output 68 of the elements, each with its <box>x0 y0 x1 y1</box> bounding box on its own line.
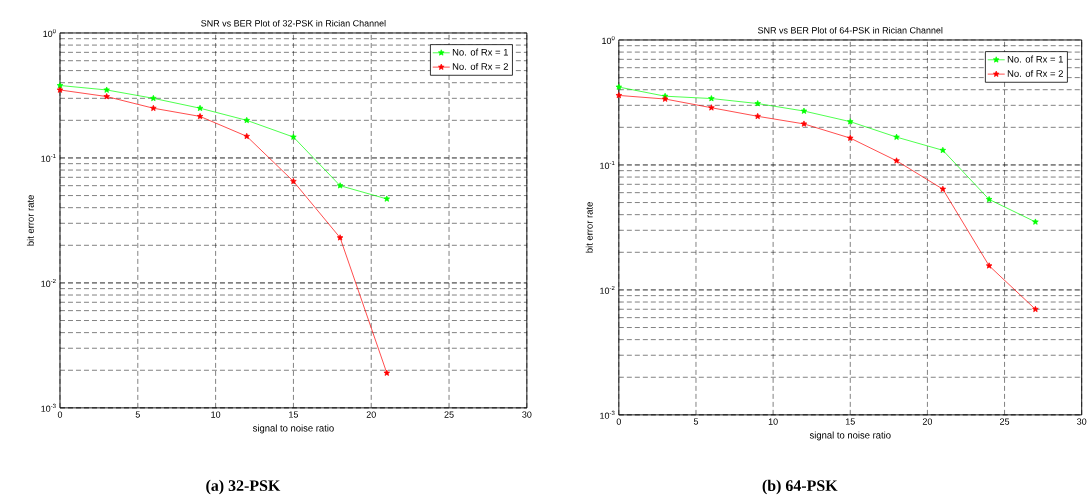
x-axis-title: signal to noise ratio <box>809 431 891 441</box>
text: (b) 64-PSK <box>762 479 838 495</box>
point <box>383 195 390 202</box>
point <box>150 95 157 102</box>
y-tick-label: 10$^{0}$ <box>43 29 56 38</box>
point <box>336 234 344 241</box>
point <box>1032 306 1039 313</box>
point <box>196 104 204 112</box>
x-tick-label: 10 <box>768 418 778 425</box>
point <box>243 133 250 140</box>
point <box>708 104 715 111</box>
point <box>56 86 64 93</box>
point <box>615 83 623 90</box>
x-tick-label: 20 <box>366 411 376 418</box>
y-axis-title: bit error rate <box>26 195 34 246</box>
point <box>893 133 900 140</box>
point <box>615 92 623 99</box>
x-tick-label: 10 <box>211 411 221 418</box>
y-tick-label: 10$^{-2}$ <box>600 285 615 295</box>
point <box>754 100 761 107</box>
point <box>708 95 715 102</box>
y-tick-label: 10$^{-1}$ <box>600 161 615 170</box>
x-tick-label: 5 <box>693 418 699 425</box>
x-tick-label: 15 <box>289 411 299 418</box>
y-tick-label: 10$^{-3}$ <box>600 410 615 419</box>
point <box>939 185 947 193</box>
point <box>985 262 993 269</box>
y-tick-label: 10$^{-2}$ <box>41 278 56 288</box>
x-axis-title: signal to noise ratio <box>252 424 334 434</box>
x-tick-label: 30 <box>522 411 532 418</box>
legend-label: No. of Rx = 2 <box>452 63 508 70</box>
x-tick-label: 0 <box>616 418 621 425</box>
legend-label: No. of Rx = 1 <box>1007 55 1063 63</box>
point <box>1032 218 1039 225</box>
point <box>336 182 344 189</box>
x-tick-label: 25 <box>1000 418 1010 425</box>
point <box>103 93 110 100</box>
legend-label: No. of Rx = 1 <box>452 48 508 56</box>
point <box>243 117 250 124</box>
chart-title: SNR vs BER Plot of 32-PSK in Rician Channel <box>201 19 386 27</box>
point <box>939 147 947 154</box>
point <box>800 107 808 114</box>
x-tick-label: 15 <box>845 418 855 425</box>
point <box>800 120 808 127</box>
text: (a) 32-PSK <box>206 479 281 495</box>
point <box>754 113 761 120</box>
point <box>847 134 854 141</box>
point <box>196 113 204 120</box>
point <box>985 196 993 203</box>
point <box>290 178 297 185</box>
legend-label: No. of Rx = 2 <box>1007 70 1063 77</box>
point <box>150 104 157 112</box>
y-axis-title: bit error rate <box>585 202 593 253</box>
x-tick-label: 30 <box>1077 418 1087 425</box>
y-tick-label: 10$^{-3}$ <box>41 403 56 412</box>
point <box>56 82 64 89</box>
point <box>847 118 854 125</box>
x-tick-label: 20 <box>922 418 933 425</box>
point <box>383 369 390 376</box>
y-tick-label: 10$^{-1}$ <box>41 154 56 163</box>
point <box>290 133 297 140</box>
y-tick-label: 10$^{0}$ <box>602 36 615 45</box>
x-tick-label: 25 <box>444 411 454 418</box>
x-tick-label: 0 <box>57 411 63 418</box>
point <box>893 157 900 164</box>
point <box>103 86 110 93</box>
x-tick-label: 5 <box>135 411 140 418</box>
chart-title: SNR vs BER Plot of 64-PSK in Rician Channel <box>758 26 943 34</box>
